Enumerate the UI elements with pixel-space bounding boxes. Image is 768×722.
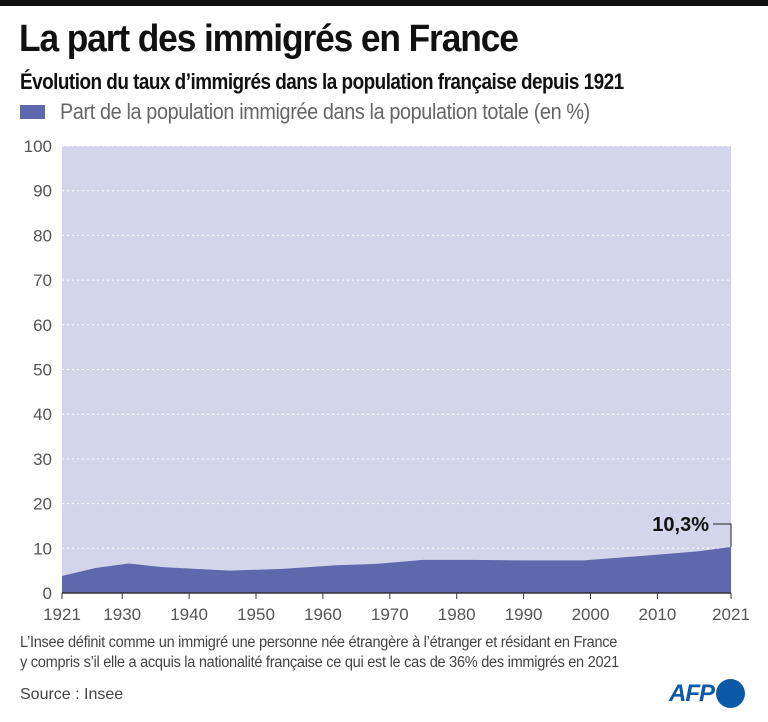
legend: Part de la population immigrée dans la p… <box>20 99 649 125</box>
annotation-label: 10,3% <box>652 514 709 536</box>
y-tick-label: 10 <box>33 539 52 558</box>
x-tick-label: 1980 <box>438 605 476 620</box>
x-tick-label: 1970 <box>371 605 409 620</box>
x-tick-label: 1930 <box>103 605 141 620</box>
source-credit: Source : Insee <box>20 686 124 703</box>
y-tick-label: 90 <box>33 182 52 201</box>
y-tick-label: 70 <box>33 271 52 290</box>
gridlines <box>62 145 731 549</box>
chart-title: La part des immigrés en France <box>19 18 519 60</box>
area-chart: 1921 1930 1940 1950 1960 1970 1980 1990 2000 2010… <box>24 137 750 620</box>
y-axis-ticks: 0 10 20 30 40 50 60 70 80 90 100 <box>24 137 52 603</box>
annotations: 10,3% <box>652 514 732 547</box>
legend-swatch <box>20 105 45 119</box>
x-tick-label: 1950 <box>237 605 275 620</box>
legend-label: Part de la population immigrée dans la p… <box>60 99 590 124</box>
afp-logo: AFP <box>669 679 745 708</box>
y-tick-label: 20 <box>33 495 52 514</box>
y-tick-label: 30 <box>33 450 52 469</box>
top-rule <box>0 0 768 6</box>
x-tick-label: 2000 <box>572 605 610 620</box>
x-axis-ticks: 1921 1930 1940 1950 1960 1970 1980 1990 2000 2010… <box>43 593 750 620</box>
x-tick-label: 1960 <box>304 605 342 620</box>
chart-subtitle: Évolution du taux d’immigrés dans la pop… <box>20 69 624 94</box>
y-tick-label: 80 <box>33 226 52 245</box>
y-tick-label: 40 <box>33 405 52 424</box>
x-tick-label: 2021 <box>712 605 750 620</box>
x-tick-label: 1990 <box>505 605 543 620</box>
y-tick-label: 100 <box>24 137 52 156</box>
footnote-line-1: L’Insee définit comme un immigré une per… <box>20 634 618 651</box>
afp-logo-circle-icon <box>716 679 745 708</box>
x-tick-label: 1940 <box>170 605 208 620</box>
y-tick-label: 50 <box>33 361 52 380</box>
y-tick-label: 0 <box>43 584 52 603</box>
x-tick-label: 2010 <box>638 605 676 620</box>
annotation-leader-line <box>713 523 732 547</box>
footnote: L’Insee définit comme un immigré une per… <box>20 633 619 673</box>
y-tick-label: 60 <box>33 316 52 335</box>
x-tick-label: 1921 <box>43 605 81 620</box>
footnote-line-2: y compris s’il elle a acquis la national… <box>20 654 619 671</box>
afp-logo-text: AFP <box>669 679 715 707</box>
series-area <box>62 547 731 593</box>
